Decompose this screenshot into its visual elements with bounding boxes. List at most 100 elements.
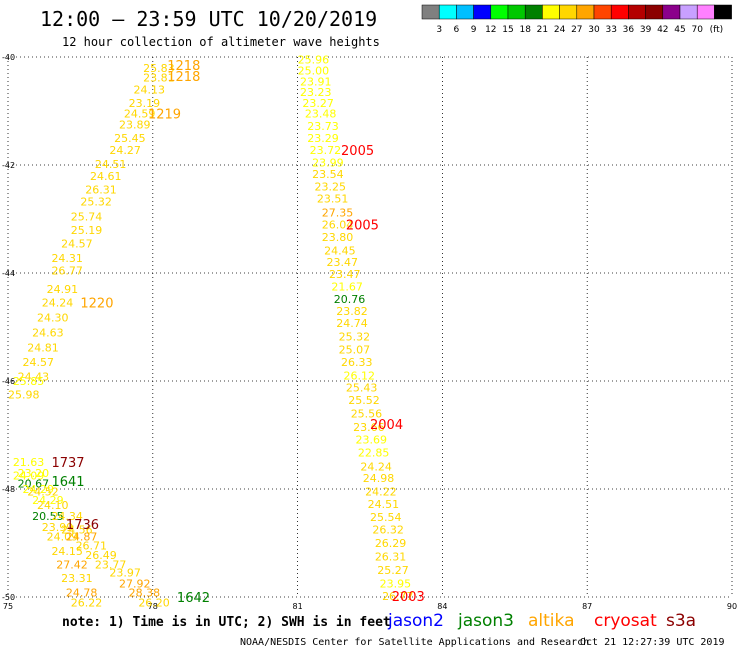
wave-height-label: 25.83: [143, 62, 175, 75]
satellite-name: s3a: [666, 611, 696, 631]
wave-height-label: 25.54: [370, 511, 402, 524]
satellite-name: jason3: [457, 611, 514, 631]
scale-label: 30: [588, 25, 600, 35]
time-label: 1641: [51, 475, 84, 490]
wave-height-label: 26.33: [341, 356, 373, 369]
time-label: 2005: [346, 218, 379, 233]
wave-height-label: 23.91: [300, 75, 332, 88]
scale-unit: (ft): [710, 25, 724, 35]
scale-swatch: [490, 4, 509, 20]
wave-height-label: 24.98: [363, 472, 395, 485]
wave-height-label: 24.43: [18, 371, 50, 384]
wave-height-label: 23.47: [329, 268, 361, 281]
wave-height-label: 23.31: [61, 572, 93, 585]
wave-height-label: 24.45: [324, 244, 356, 257]
y-tick-label: -50: [2, 593, 15, 602]
wave-height-label: 23.19: [129, 97, 161, 110]
wave-height-label: 26.12: [343, 370, 375, 383]
wave-height-label: 27.35: [322, 207, 354, 220]
wave-height-label: 24.30: [37, 311, 69, 324]
scale-label: 36: [623, 25, 635, 35]
wave-height-label: 23.77: [95, 559, 127, 572]
data-points: 25.8323.8124.1323.1924.5923.8925.4524.27…: [8, 54, 414, 610]
wave-height-label: 24.81: [27, 342, 59, 355]
wave-height-label: 25.96: [298, 54, 330, 67]
wave-height-label: 24.78: [66, 587, 98, 600]
wave-height-label: 23.99: [312, 156, 344, 169]
scale-swatch: [473, 4, 492, 20]
satellite-name: jason2: [387, 611, 444, 631]
wave-height-label: 26.04: [322, 218, 354, 231]
axis-ticks: 75 78 81 84 87 90 -40 -42 -44 -46 -48 -50: [2, 53, 737, 611]
wave-height-label: 26.49: [85, 549, 117, 562]
scale-swatch: [714, 4, 732, 20]
scale-swatch: [421, 4, 440, 20]
wave-height-label: 24.24: [42, 297, 74, 310]
scale-swatch: [559, 4, 578, 20]
scale-label: 15: [502, 25, 513, 35]
scale-label: 21: [537, 25, 548, 35]
wave-height-label: 23.25: [314, 181, 346, 194]
time-label: 1642: [177, 591, 210, 606]
scale-swatch: [628, 4, 646, 20]
scale-label: 45: [674, 25, 685, 35]
scale-swatch: [662, 4, 681, 20]
x-tick-label: 78: [148, 602, 158, 611]
wave-height-label: 25.27: [377, 564, 409, 577]
wave-height-label: 24.24: [360, 460, 392, 473]
wave-height-label: 24.57: [61, 237, 93, 250]
scale-label: 27: [571, 25, 582, 35]
wave-height-label: 23.66: [353, 421, 385, 434]
wave-height-label: 24.22: [365, 486, 397, 499]
wave-height-label: 23.29: [307, 132, 339, 145]
wave-height-label: 23.51: [317, 192, 349, 205]
wave-height-label: 24.52: [27, 486, 59, 499]
wave-height-label: 26.32: [372, 524, 404, 537]
scale-label: 33: [605, 25, 616, 35]
wave-height-label: 23.20: [18, 467, 50, 480]
y-tick-label: -42: [2, 161, 15, 170]
scale-swatch: [456, 4, 474, 20]
wave-height-label: 24.27: [109, 144, 141, 157]
wave-height-label: 23.54: [312, 168, 344, 181]
scale-label: 70: [691, 25, 703, 35]
wave-height-label: 24.51: [368, 498, 400, 511]
wave-height-label: 25.43: [346, 381, 378, 394]
wave-height-label: 24.59: [124, 108, 156, 121]
wave-height-label: 23.69: [356, 433, 388, 446]
y-tick-label: -46: [2, 377, 15, 386]
time-label: 1737: [51, 456, 84, 471]
time-label: 1736: [66, 518, 99, 533]
scale-label: 6: [454, 25, 460, 35]
scale-swatch: [593, 4, 612, 20]
wave-height-label: 24.31: [51, 252, 83, 265]
wave-height-label: 26.29: [375, 537, 407, 550]
wave-height-label: 26.77: [51, 264, 83, 277]
wave-height-label: 23.23: [300, 86, 332, 99]
scale-label: 3: [436, 25, 442, 35]
wave-height-label: 25.07: [339, 344, 371, 357]
scale-label: 12: [485, 25, 496, 35]
wave-height-label: 23.99: [42, 521, 74, 534]
wave-height-label: 26.20: [138, 596, 170, 609]
wave-height-label: 26.22: [71, 596, 103, 609]
footer-credit: NOAA/NESDIS Center for Satellite Applica…: [240, 637, 589, 648]
wave-height-label: 23.89: [119, 119, 151, 132]
wave-height-label: 26.31: [85, 183, 117, 196]
wave-height-label: 24.56: [61, 524, 93, 537]
satellite-name: cryosat: [594, 611, 657, 631]
wave-height-label: 24.74: [336, 317, 368, 330]
time-label: 2005: [341, 144, 374, 159]
wave-height-label: 24.87: [66, 531, 98, 544]
scale-swatch: [679, 4, 698, 20]
wave-height-label: 23.82: [336, 305, 368, 318]
footer-timestamp: Oct 21 12:27:39 UTC 2019: [580, 637, 725, 648]
wave-height-label: 24.63: [32, 326, 64, 339]
time-label: 1220: [80, 297, 113, 312]
scale-swatch: [542, 4, 560, 20]
wave-height-label: 27.92: [119, 578, 151, 591]
scale-label: 39: [640, 25, 652, 35]
wave-height-label: 26.77: [382, 590, 414, 603]
